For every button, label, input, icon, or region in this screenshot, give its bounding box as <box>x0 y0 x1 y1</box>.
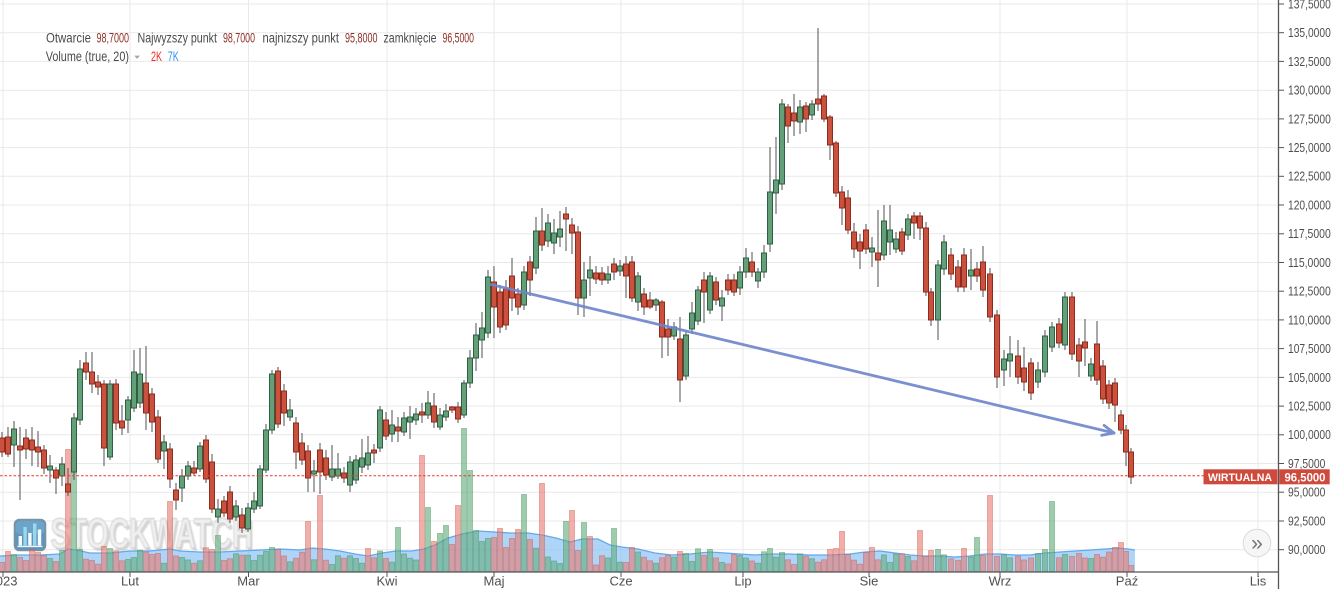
svg-text:Volume (true, 20): Volume (true, 20) <box>46 49 129 64</box>
svg-text:115,0000: 115,0000 <box>1288 256 1331 270</box>
svg-text:112,5000: 112,5000 <box>1288 285 1331 299</box>
svg-text:105,0000: 105,0000 <box>1288 371 1331 385</box>
svg-text:97,5000: 97,5000 <box>1288 457 1325 471</box>
svg-text:90,0000: 90,0000 <box>1288 543 1325 557</box>
svg-text:7K: 7K <box>168 49 179 64</box>
svg-text:92,5000: 92,5000 <box>1288 514 1325 528</box>
svg-text:130,0000: 130,0000 <box>1288 84 1331 98</box>
svg-text:117,5000: 117,5000 <box>1288 227 1331 241</box>
svg-text:WIRTUALNA: WIRTUALNA <box>1208 472 1272 484</box>
svg-text:najnizszy punkt: najnizszy punkt <box>263 31 340 46</box>
svg-text:95,0000: 95,0000 <box>1288 486 1325 500</box>
svg-text:Mar: Mar <box>237 574 260 589</box>
svg-text:120,0000: 120,0000 <box>1288 198 1331 212</box>
svg-text:137,5000: 137,5000 <box>1288 0 1331 11</box>
svg-text:Kwi: Kwi <box>377 574 398 589</box>
svg-text:125,0000: 125,0000 <box>1288 141 1331 155</box>
svg-text:Lis: Lis <box>1250 574 1267 589</box>
svg-text:Wrz: Wrz <box>989 574 1012 589</box>
svg-text:122,5000: 122,5000 <box>1288 170 1331 184</box>
svg-text:107,5000: 107,5000 <box>1288 342 1331 356</box>
svg-text:96,5000: 96,5000 <box>1285 470 1326 484</box>
svg-text:Lip: Lip <box>734 574 751 589</box>
svg-text:132,5000: 132,5000 <box>1288 55 1331 69</box>
svg-text:96,5000: 96,5000 <box>443 31 475 46</box>
svg-text:zamknięcie: zamknięcie <box>384 31 437 46</box>
svg-text:100,0000: 100,0000 <box>1288 428 1331 442</box>
svg-text:98,7000: 98,7000 <box>97 31 130 46</box>
svg-text:110,0000: 110,0000 <box>1288 313 1331 327</box>
svg-text:Paź: Paź <box>1116 574 1138 589</box>
svg-text:95,8000: 95,8000 <box>345 31 378 46</box>
svg-text:127,5000: 127,5000 <box>1288 112 1331 126</box>
svg-text:»: » <box>1251 532 1263 555</box>
svg-text:2K: 2K <box>151 49 162 64</box>
svg-text:135,0000: 135,0000 <box>1288 26 1331 40</box>
svg-text:Sie: Sie <box>860 574 879 589</box>
svg-text:Cze: Cze <box>609 574 632 589</box>
svg-text:2023: 2023 <box>0 574 17 589</box>
svg-text:Lut: Lut <box>121 574 139 589</box>
svg-text:Najwyzszy punkt: Najwyzszy punkt <box>138 31 218 46</box>
svg-text:Maj: Maj <box>484 574 505 589</box>
svg-text:98,7000: 98,7000 <box>223 31 255 46</box>
svg-text:102,5000: 102,5000 <box>1288 400 1331 414</box>
svg-text:Otwarcie: Otwarcie <box>46 31 91 46</box>
